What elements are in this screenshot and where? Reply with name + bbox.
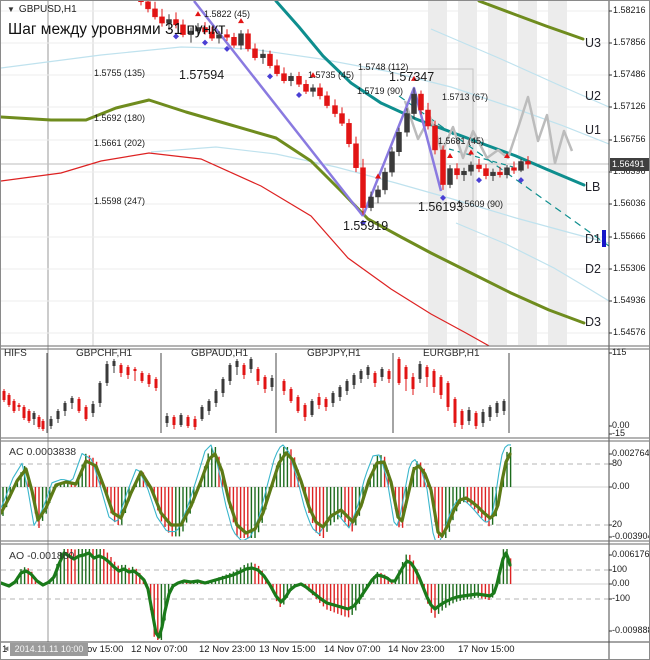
chevron-down-icon[interactable]: ▼ xyxy=(7,5,15,14)
ac-indicator-label: AC 0.0003838 xyxy=(9,446,77,458)
time-cursor-label: 2014.11.11 10:00 xyxy=(10,643,88,656)
symbol-period-label: GBPUSD,H1 xyxy=(18,4,77,15)
ac-panel-surface[interactable] xyxy=(1,442,609,541)
ao-indicator-label: AO -0.001860 xyxy=(9,550,75,562)
step-annotation-text: Шаг между уровнями 31 пункт xyxy=(8,21,226,38)
time-axis[interactable] xyxy=(1,642,649,659)
current-price-tag: 1.56491 xyxy=(610,158,649,171)
ao-panel-surface[interactable] xyxy=(1,545,609,642)
price-axis[interactable] xyxy=(609,1,649,642)
scroll-left-icon[interactable]: ◄ xyxy=(2,644,10,653)
chart-title: ▼ GBPUSD,H1 xyxy=(7,4,77,15)
hifs-panel-surface[interactable] xyxy=(1,350,609,437)
main-chart-surface[interactable] xyxy=(1,1,609,346)
